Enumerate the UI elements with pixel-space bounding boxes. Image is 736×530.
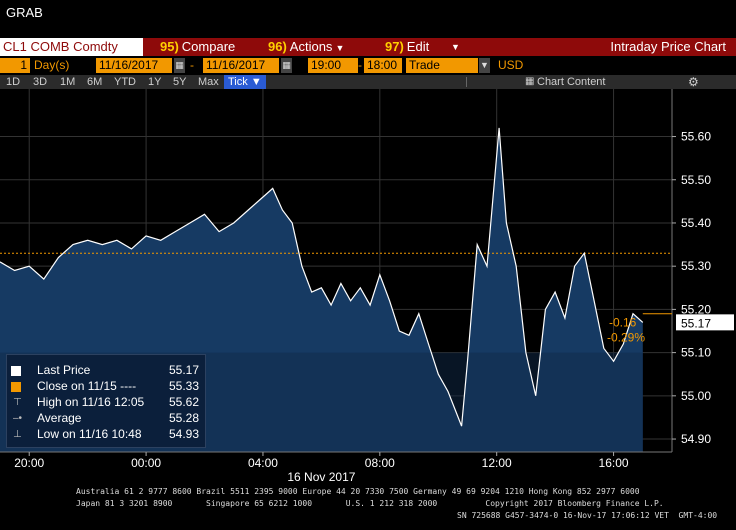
- legend-value: 55.33: [168, 379, 199, 393]
- event-select[interactable]: Trade: [406, 58, 478, 73]
- compare-shortcut: 95): [160, 39, 179, 54]
- window-titlebar: GRAB: [0, 0, 736, 38]
- footer-line: Japan 81 3 3201 8900 Singapore 65 6212 1…: [76, 499, 664, 508]
- y-tick-label: 55.30: [681, 259, 711, 273]
- tab-tick[interactable]: Tick ▼: [224, 75, 266, 89]
- x-tick-label: 08:00: [365, 456, 395, 470]
- divider: [466, 77, 467, 87]
- tab-5y[interactable]: 5Y: [173, 76, 187, 88]
- chart-type-icon[interactable]: ▦: [525, 76, 535, 87]
- edit-button[interactable]: 97) Edit: [385, 38, 429, 56]
- end-date-field[interactable]: 11/16/2017: [203, 58, 279, 73]
- high-marker-icon: ⊤: [13, 397, 22, 408]
- change-value: -0.16: [609, 316, 637, 330]
- footer-line: Australia 61 2 9777 8600 Brazil 5511 239…: [76, 487, 640, 496]
- legend-swatch: [11, 366, 21, 376]
- edit-label: Edit: [406, 39, 430, 54]
- actions-shortcut: 96): [268, 39, 287, 54]
- time-separator: -: [358, 58, 362, 72]
- period-count-field[interactable]: 1: [0, 58, 30, 73]
- legend-value: 55.28: [168, 411, 199, 425]
- tab-tick-label: Tick: [228, 76, 248, 88]
- chart-settings-bar: 1 Day(s) 11/16/2017 ▦ - 11/16/2017 ▦ 19:…: [0, 57, 736, 74]
- price-line: [0, 127, 644, 427]
- legend-value: 55.17: [168, 363, 199, 377]
- y-tick-label: 55.40: [681, 216, 711, 230]
- window-title: GRAB: [6, 5, 43, 20]
- tab-1m[interactable]: 1M: [60, 76, 76, 88]
- y-tick-label: 54.90: [681, 432, 711, 446]
- last-price-tag: [676, 314, 734, 331]
- start-date-field[interactable]: 11/16/2017: [96, 58, 172, 73]
- legend-label: High on 11/16 12:05: [37, 395, 145, 409]
- y-tick-label: 55.00: [681, 389, 711, 403]
- legend-label: Last Price: [37, 363, 91, 377]
- actions-label: Actions: [289, 39, 333, 54]
- legend-close: Close on 11/15 ---- 55.33: [11, 379, 201, 394]
- tab-ytd[interactable]: YTD: [114, 76, 136, 88]
- y-tick-label: 55.60: [681, 130, 711, 144]
- footer-contacts: Australia 61 2 9777 8600 Brazil 5511 239…: [0, 484, 736, 530]
- security-field[interactable]: CL1 COMB Comdty: [0, 38, 143, 56]
- function-title: Intraday Price Chart: [610, 39, 726, 54]
- y-axis: 54.90 55.00 55.10 55.20 55.30 55.40 55.50 55.60: [671, 89, 711, 452]
- legend-average: –• Average 55.28: [11, 411, 201, 426]
- legend-high: ⊤ High on 11/16 12:05 55.62: [11, 395, 201, 410]
- date-separator: -: [190, 58, 194, 72]
- calendar-icon[interactable]: ▦: [174, 58, 185, 73]
- actions-button[interactable]: 96) Actions ▼: [268, 38, 344, 56]
- chart-legend[interactable]: Last Price 55.17 Close on 11/15 ---- 55.…: [6, 354, 206, 448]
- average-marker-icon: –•: [13, 413, 23, 424]
- x-tick-label: 04:00: [248, 456, 278, 470]
- period-unit-label: Day(s): [34, 58, 70, 72]
- chevron-down-icon[interactable]: ▼: [451, 42, 460, 52]
- legend-label: Low on 11/16 10:48: [37, 427, 142, 441]
- end-time-field[interactable]: 18:00: [364, 58, 402, 73]
- x-tick-label: 12:00: [482, 456, 512, 470]
- tab-1y[interactable]: 1Y: [148, 76, 162, 88]
- footer-line: SN 725688 G457-3474-0 16-Nov-17 17:06:12…: [457, 511, 718, 520]
- tab-max[interactable]: Max: [198, 76, 219, 88]
- edit-shortcut: 97): [385, 39, 404, 54]
- function-toolbar: CL1 COMB Comdty 95) Compare 96) Actions ▼ 9…: [0, 38, 736, 56]
- y-tick-label: 55.20: [681, 302, 711, 316]
- range-tabs-bar: 1D 3D 1M 6M YTD 1Y 5Y Max Tick ▼ ▦ Chart…: [0, 75, 736, 89]
- y-tick-label: 55.50: [681, 173, 711, 187]
- x-date-label: 16 Nov 2017: [287, 470, 355, 484]
- y-tick-label: 55.10: [681, 346, 711, 360]
- legend-low: ⊥ Low on 11/16 10:48 54.93: [11, 427, 201, 442]
- low-marker-icon: ⊥: [13, 429, 22, 440]
- chevron-down-icon: ▼: [335, 43, 345, 53]
- intraday-price-chart[interactable]: 54.90 55.00 55.10 55.20 55.30 55.40 55.50 55.60…: [0, 89, 736, 530]
- legend-swatch: [11, 382, 21, 392]
- legend-label: Close on 11/15 ----: [37, 379, 137, 393]
- legend-last-price: Last Price 55.17: [11, 363, 201, 378]
- start-time-field[interactable]: 19:00: [308, 58, 358, 73]
- gear-icon[interactable]: ⚙: [688, 75, 699, 89]
- last-price-tag-label: 55.17: [681, 316, 711, 330]
- legend-value: 55.62: [168, 395, 199, 409]
- currency-label: USD: [498, 58, 524, 72]
- tab-6m[interactable]: 6M: [87, 76, 103, 88]
- legend-label: Average: [37, 411, 82, 425]
- x-tick-label: 00:00: [131, 456, 161, 470]
- compare-label: Compare: [181, 39, 236, 54]
- chart-content-menu[interactable]: Chart Content: [537, 76, 606, 88]
- chevron-down-icon[interactable]: ▼: [479, 58, 490, 73]
- last-price-marks: 55.17 -0.16-0.29%: [607, 313, 734, 345]
- change-percent: -0.29%: [607, 331, 645, 345]
- calendar-icon[interactable]: ▦: [281, 58, 292, 73]
- x-axis: 20:00 00:00 04:00 08:00 12:00 16:00 16 Nov 201…: [0, 451, 672, 484]
- tab-1d[interactable]: 1D: [6, 76, 21, 88]
- compare-button[interactable]: 95) Compare: [160, 38, 235, 56]
- tab-3d[interactable]: 3D: [33, 76, 48, 88]
- x-tick-label: 16:00: [599, 456, 629, 470]
- x-tick-label: 20:00: [14, 456, 44, 470]
- legend-value: 54.93: [168, 427, 199, 441]
